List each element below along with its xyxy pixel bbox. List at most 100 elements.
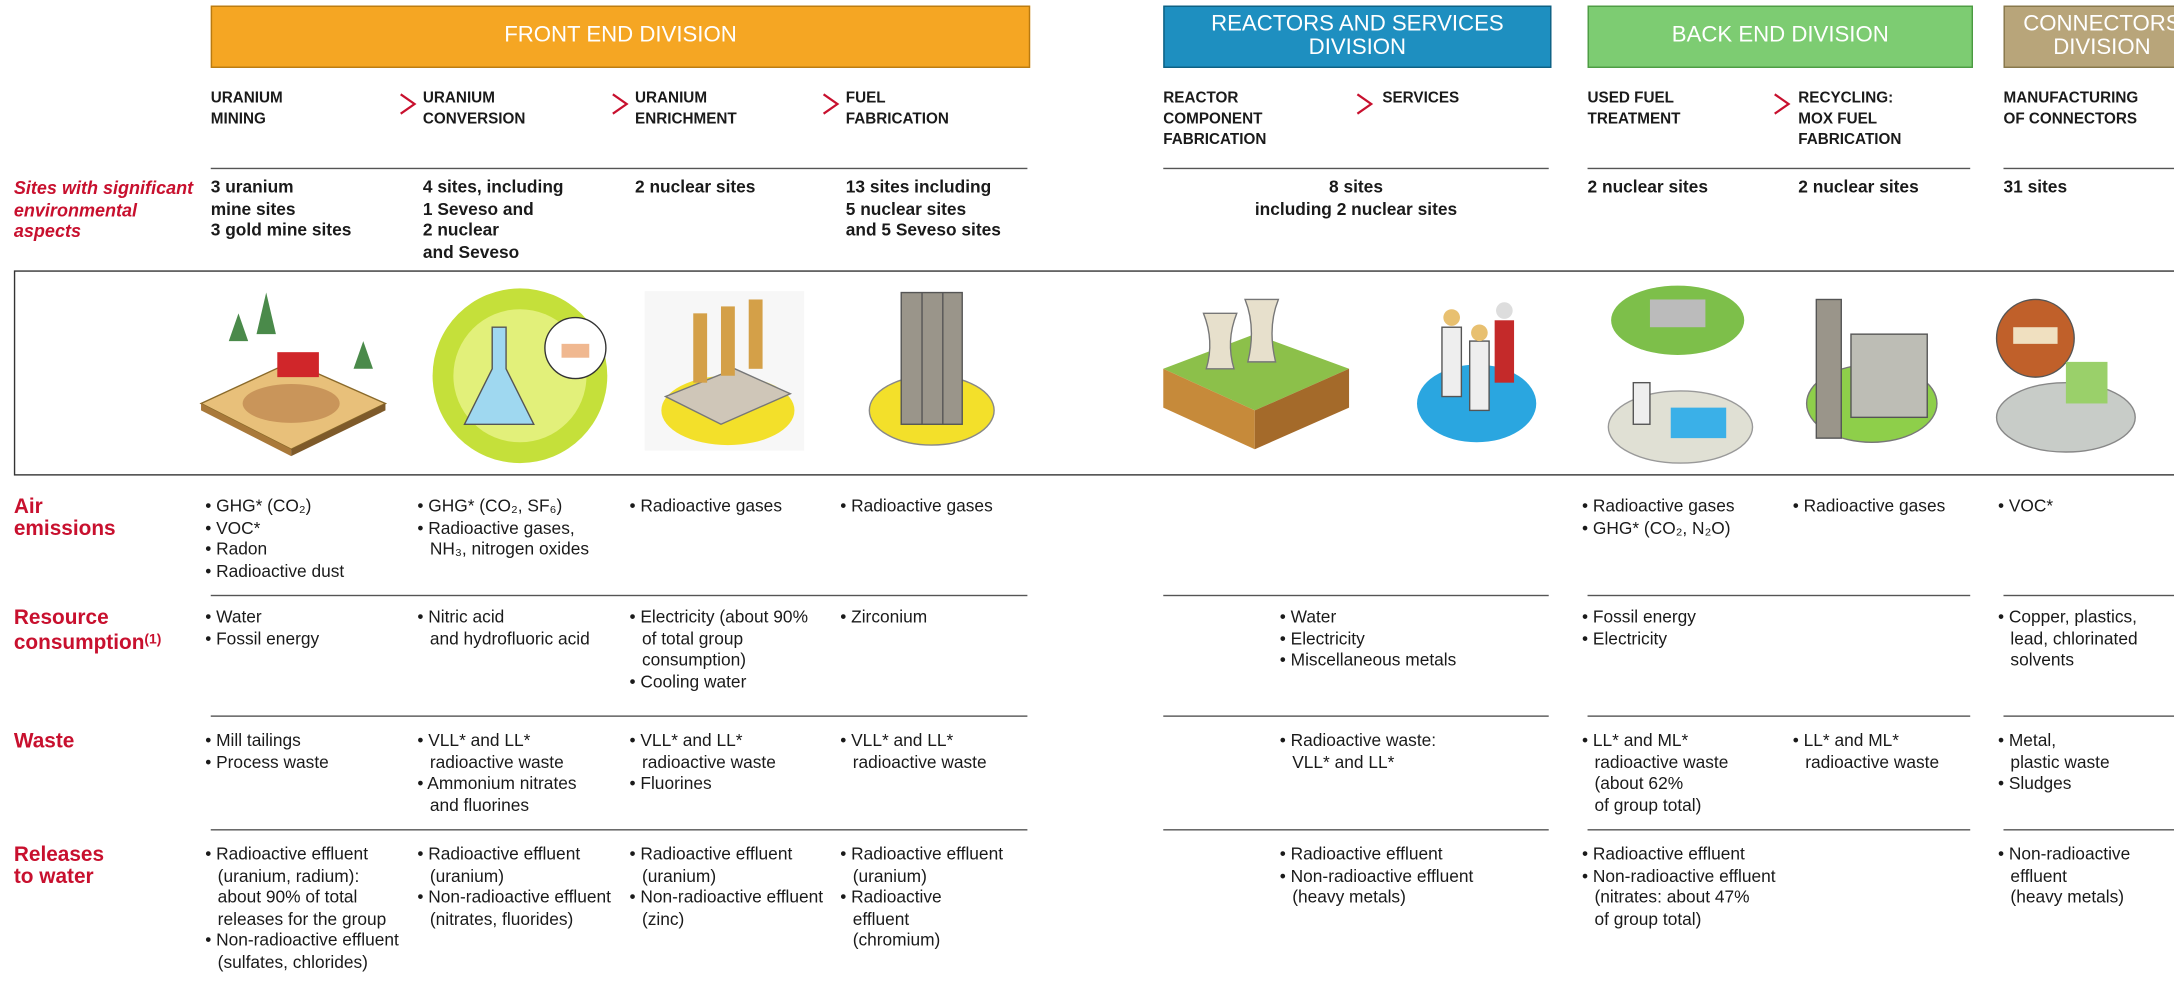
chevron xyxy=(1356,93,1374,115)
impact-item: Process waste xyxy=(205,752,413,773)
site-count: 2 nuclear sites xyxy=(635,177,756,197)
step-label: URANIUM CONVERSION xyxy=(422,90,526,128)
impact-item: Radioactive gases xyxy=(1793,496,2001,517)
impact-cell: Mill tailingsProcess waste xyxy=(205,731,413,774)
impact-cell: Copper, plastics, lead, chlorinated solv… xyxy=(1998,607,2174,671)
step-label: FUEL FABRICATION xyxy=(845,90,949,128)
impact-item: Non-radioactive effluent (heavy metals) xyxy=(1998,844,2174,908)
separator xyxy=(2003,715,2174,717)
impact-cell: Radioactive gases xyxy=(840,496,1048,517)
row-label: Releases to water xyxy=(13,842,105,889)
step-label: REACTOR COMPONENT FABRICATION xyxy=(1163,90,1267,149)
impact-item: Non-radioactive effluent (sulfates, chlo… xyxy=(205,930,413,973)
impact-item: Metal, plastic waste xyxy=(1998,731,2174,774)
impact-cell: Radioactive effluentNon-radioactive effl… xyxy=(1582,844,1790,930)
recycling-icon xyxy=(1805,298,1938,443)
row-label: Resource consumption(1) xyxy=(13,605,162,655)
separator xyxy=(2003,594,2174,597)
division-header: REACTORS AND SERVICES DIVISION xyxy=(1163,5,1552,68)
site-count: 2 nuclear sites xyxy=(1587,177,1708,197)
connectors-icon xyxy=(1995,298,2136,453)
impact-item: Water xyxy=(1280,607,1488,628)
chevron xyxy=(612,93,629,115)
site-count: 8 sites including 2 nuclear sites xyxy=(1254,177,1458,219)
impact-item: Non-radioactive effluent (nitrates, fluo… xyxy=(417,887,625,930)
conversion-icon xyxy=(432,288,608,464)
impact-item: Radioactive effluent (uranium, radium): … xyxy=(205,844,413,930)
impact-item: VLL* and LL* radioactive waste xyxy=(629,731,837,774)
services-icon xyxy=(1417,302,1537,443)
impact-item: VLL* and LL* radioactive waste xyxy=(840,731,1048,774)
impact-item: Radioactive effluent (chromium) xyxy=(840,887,1048,951)
separator xyxy=(1587,594,1971,597)
impact-item: Radioactive dust xyxy=(205,561,413,582)
step-label: URANIUM MINING xyxy=(210,90,283,128)
impact-cell: Radioactive effluent (uranium)Non-radioa… xyxy=(629,844,837,930)
sites-label: Sites with significant environmental asp… xyxy=(13,177,194,242)
used-fuel-icon xyxy=(1607,285,1754,464)
separator xyxy=(2003,829,2174,831)
impact-cell: Non-radioactive effluent (heavy metals) xyxy=(1998,844,2174,908)
impact-item: Radon xyxy=(205,539,413,560)
impact-item: Fossil energy xyxy=(205,629,413,650)
impact-item: Copper, plastics, lead, chlorinated solv… xyxy=(1998,607,2174,671)
site-count: 4 sites, including 1 Seveso and 2 nuclea… xyxy=(422,177,564,262)
impact-item: GHG* (CO₂) xyxy=(205,496,413,517)
impact-item: Electricity xyxy=(1582,629,1790,650)
impact-item: Electricity (about 90% of total group co… xyxy=(629,607,837,671)
chevron xyxy=(1774,93,1791,115)
impact-cell: LL* and ML* radioactive waste (about 62%… xyxy=(1582,731,1790,817)
reactor-icon xyxy=(1163,298,1350,450)
row-label-note: (1) xyxy=(144,632,162,648)
impact-item: Radioactive gases xyxy=(1582,496,1790,517)
separator xyxy=(210,594,1028,597)
separator xyxy=(210,829,1028,831)
impact-cell: Radioactive gases xyxy=(629,496,837,517)
impact-item: Cooling water xyxy=(629,672,837,693)
impact-cell: Fossil energyElectricity xyxy=(1582,607,1790,650)
step-label: USED FUEL TREATMENT xyxy=(1587,90,1681,128)
separator xyxy=(1587,829,1971,831)
separator xyxy=(1587,715,1971,717)
impact-item: GHG* (CO₂, N₂O) xyxy=(1582,518,1790,539)
impact-item: Radioactive gases, NH₃, nitrogen oxides xyxy=(417,518,625,561)
impact-cell: Radioactive effluent (uranium, radium): … xyxy=(205,844,413,973)
impact-item: Radioactive effluent (uranium) xyxy=(629,844,837,887)
site-count: 13 sites including 5 nuclear sites and 5… xyxy=(845,177,1001,240)
site-count: 31 sites xyxy=(2003,177,2068,197)
impact-item: Sludges xyxy=(1998,774,2174,795)
fuel-fabrication-icon xyxy=(868,291,995,446)
chevron xyxy=(822,93,840,115)
impact-cell: GHG* (CO₂, SF₆)Radioactive gases, NH₃, n… xyxy=(417,496,625,560)
impact-item: VOC* xyxy=(205,518,413,539)
separator xyxy=(210,167,1028,170)
division-header: BACK END DIVISION xyxy=(1587,5,1973,68)
impact-cell: LL* and ML* radioactive waste xyxy=(1793,731,2001,774)
impact-cell: Radioactive effluentNon-radioactive effl… xyxy=(1280,844,1488,908)
separator xyxy=(1163,715,1549,717)
division-header: FRONT END DIVISION xyxy=(210,5,1031,68)
separator xyxy=(1163,829,1549,831)
impact-item: VLL* and LL* radioactive waste xyxy=(417,731,625,774)
impact-item: Radioactive gases xyxy=(840,496,1048,517)
illustration-frame xyxy=(13,270,2174,476)
impact-cell: Radioactive effluent (uranium)Non-radioa… xyxy=(417,844,625,930)
impact-cell: Radioactive waste: VLL* and LL* xyxy=(1280,731,1488,774)
impact-cell: VOC* xyxy=(1998,496,2174,517)
enrichment-icon xyxy=(644,291,805,451)
impact-item: LL* and ML* radioactive waste xyxy=(1793,731,2001,774)
impact-item: Non-radioactive effluent (zinc) xyxy=(629,887,837,930)
separator xyxy=(1163,594,1549,597)
impact-item: Water xyxy=(205,607,413,628)
separator xyxy=(2003,167,2174,170)
impact-item: Radioactive effluent xyxy=(1582,844,1790,865)
impact-item: Fossil energy xyxy=(1582,607,1790,628)
impact-cell: VLL* and LL* radioactive wasteAmmonium n… xyxy=(417,731,625,817)
impact-cell: Radioactive effluent (uranium)Radioactiv… xyxy=(840,844,1048,951)
impact-item: Radioactive effluent (uranium) xyxy=(840,844,1048,887)
impact-cell: Zirconium xyxy=(840,607,1048,628)
impact-item: VOC* xyxy=(1998,496,2174,517)
impact-item: Electricity xyxy=(1280,629,1488,650)
